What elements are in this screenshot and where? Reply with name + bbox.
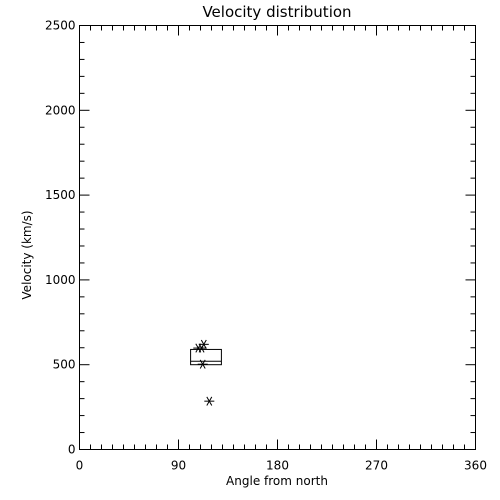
axis-ticks [79,25,476,450]
distribution-box [190,348,222,366]
box-outline [190,348,222,366]
x-tick-label: 90 [171,459,186,473]
x-tick-label: 360 [464,459,487,473]
data-point [204,396,215,406]
axis-tick-labels: 0 90 180 270 360 0 500 1000 1500 2000 2500 [45,19,487,473]
chart-title: Velocity distribution [202,3,351,21]
data-point [196,343,207,353]
y-axis-label: Velocity (km/s) [20,210,34,299]
x-axis-label: Angle from north [226,474,328,488]
data-points [193,339,215,406]
y-tick-label: 1500 [45,188,76,202]
x-tick-label: 270 [365,459,388,473]
x-tick-label: 0 [76,459,84,473]
y-tick-label: 1000 [45,273,76,287]
plot-frame [79,25,476,450]
x-tick-label: 180 [266,459,289,473]
y-tick-label: 2000 [45,103,76,117]
y-tick-label: 2500 [45,19,76,33]
data-point [197,359,208,369]
y-tick-label: 0 [68,443,76,457]
y-tick-label: 500 [53,358,76,372]
